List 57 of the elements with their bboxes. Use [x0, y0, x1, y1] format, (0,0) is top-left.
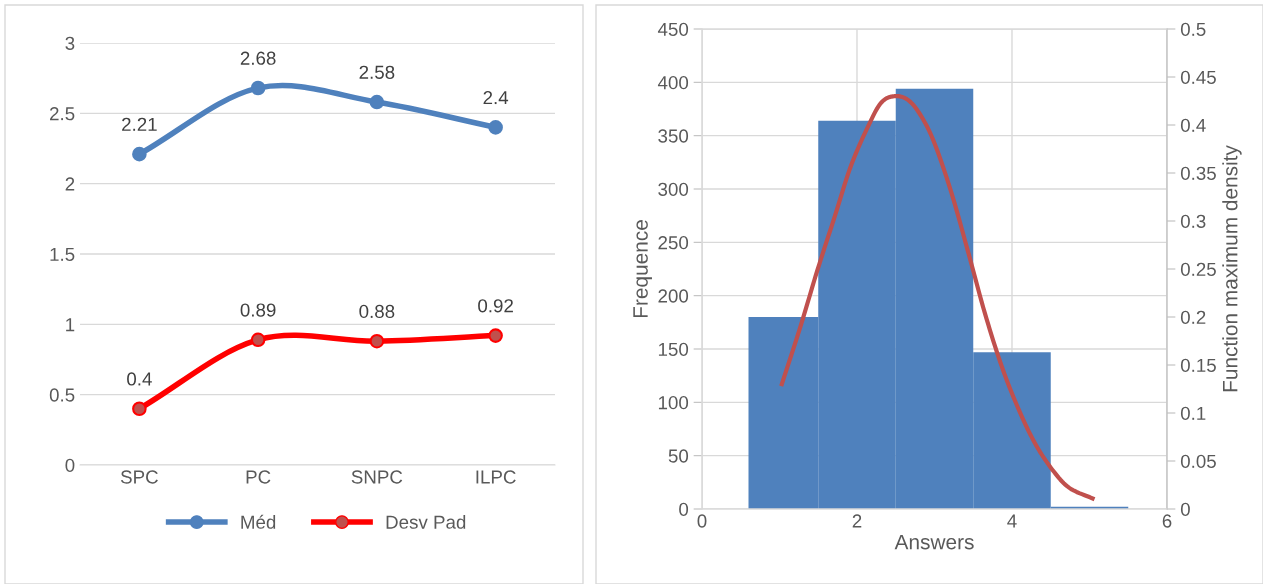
- y-tick-label: 3: [65, 36, 75, 50]
- data-label: 2.58: [359, 65, 395, 79]
- y-tick-label: 250: [658, 236, 689, 250]
- data-label: 2.4: [483, 90, 509, 105]
- y2-tick-label: 0.3: [1180, 214, 1206, 228]
- data-label: 2.21: [122, 117, 157, 131]
- data-label: 0.88: [359, 304, 395, 319]
- y2-axis-title: Function maximum density: [1222, 145, 1242, 392]
- point: [369, 94, 385, 110]
- y-tick-label: 350: [658, 129, 689, 143]
- y2-tick-label: 0.4: [1180, 118, 1206, 132]
- y-tick-label: 0: [679, 502, 689, 516]
- y-tick-label: 1: [66, 318, 75, 332]
- y-tick-label: 300: [658, 182, 689, 196]
- y2-tick-label: 0.05: [1180, 454, 1216, 468]
- point: [132, 146, 147, 162]
- x-tick-label: SPC: [120, 470, 158, 484]
- point: [250, 332, 266, 348]
- y2-tick-label: 0.15: [1180, 358, 1216, 372]
- y2-tick-label: 0.5: [1180, 22, 1206, 36]
- y-tick-label: 0: [65, 458, 75, 472]
- y-tick-label: 2: [65, 177, 75, 191]
- point: [250, 80, 266, 96]
- y-tick-label: 50: [668, 449, 689, 463]
- x-tick-label: 4: [1007, 514, 1017, 528]
- data-label: 2.68: [240, 51, 276, 65]
- y2-tick-label: 0.45: [1180, 70, 1216, 84]
- y-tick-label: 0.5: [49, 388, 75, 402]
- y-tick-label: 400: [657, 76, 689, 90]
- y-tick-label: 2.5: [50, 107, 75, 121]
- point: [132, 401, 147, 417]
- y2-tick-label: 0.1: [1180, 406, 1206, 420]
- y2-tick-label: 0: [1180, 502, 1190, 516]
- y-tick-label: 100: [658, 396, 689, 410]
- y-tick-label: 1.5: [50, 247, 75, 261]
- legend-label: Méd: [241, 514, 276, 529]
- data-label: 0.92: [478, 299, 513, 313]
- legend-label: Desv Pad: [386, 515, 466, 529]
- y2-tick-label: 0.2: [1180, 310, 1206, 324]
- data-label: 0.89: [240, 303, 276, 317]
- x-tick-label: ILPC: [476, 470, 516, 484]
- point: [369, 333, 385, 349]
- x-tick-label: 6: [1162, 514, 1172, 528]
- x-tick-label: 2: [852, 514, 862, 528]
- y2-tick-label: 0.25: [1180, 262, 1216, 276]
- x-axis-title: Answers: [894, 534, 974, 550]
- data-label: 0.4: [127, 372, 152, 386]
- y-tick-label: 450: [657, 22, 689, 36]
- y2-tick-label: 0.35: [1180, 166, 1216, 180]
- y-tick-label: 200: [658, 289, 689, 303]
- x-tick-label: SNPC: [351, 470, 403, 484]
- y-axis-title: Frequence: [633, 220, 652, 318]
- y-tick-label: 150: [658, 342, 689, 356]
- x-tick-label: 0: [697, 514, 707, 528]
- x-tick-label: PC: [246, 470, 271, 484]
- point: [488, 120, 503, 135]
- point: [488, 328, 503, 343]
